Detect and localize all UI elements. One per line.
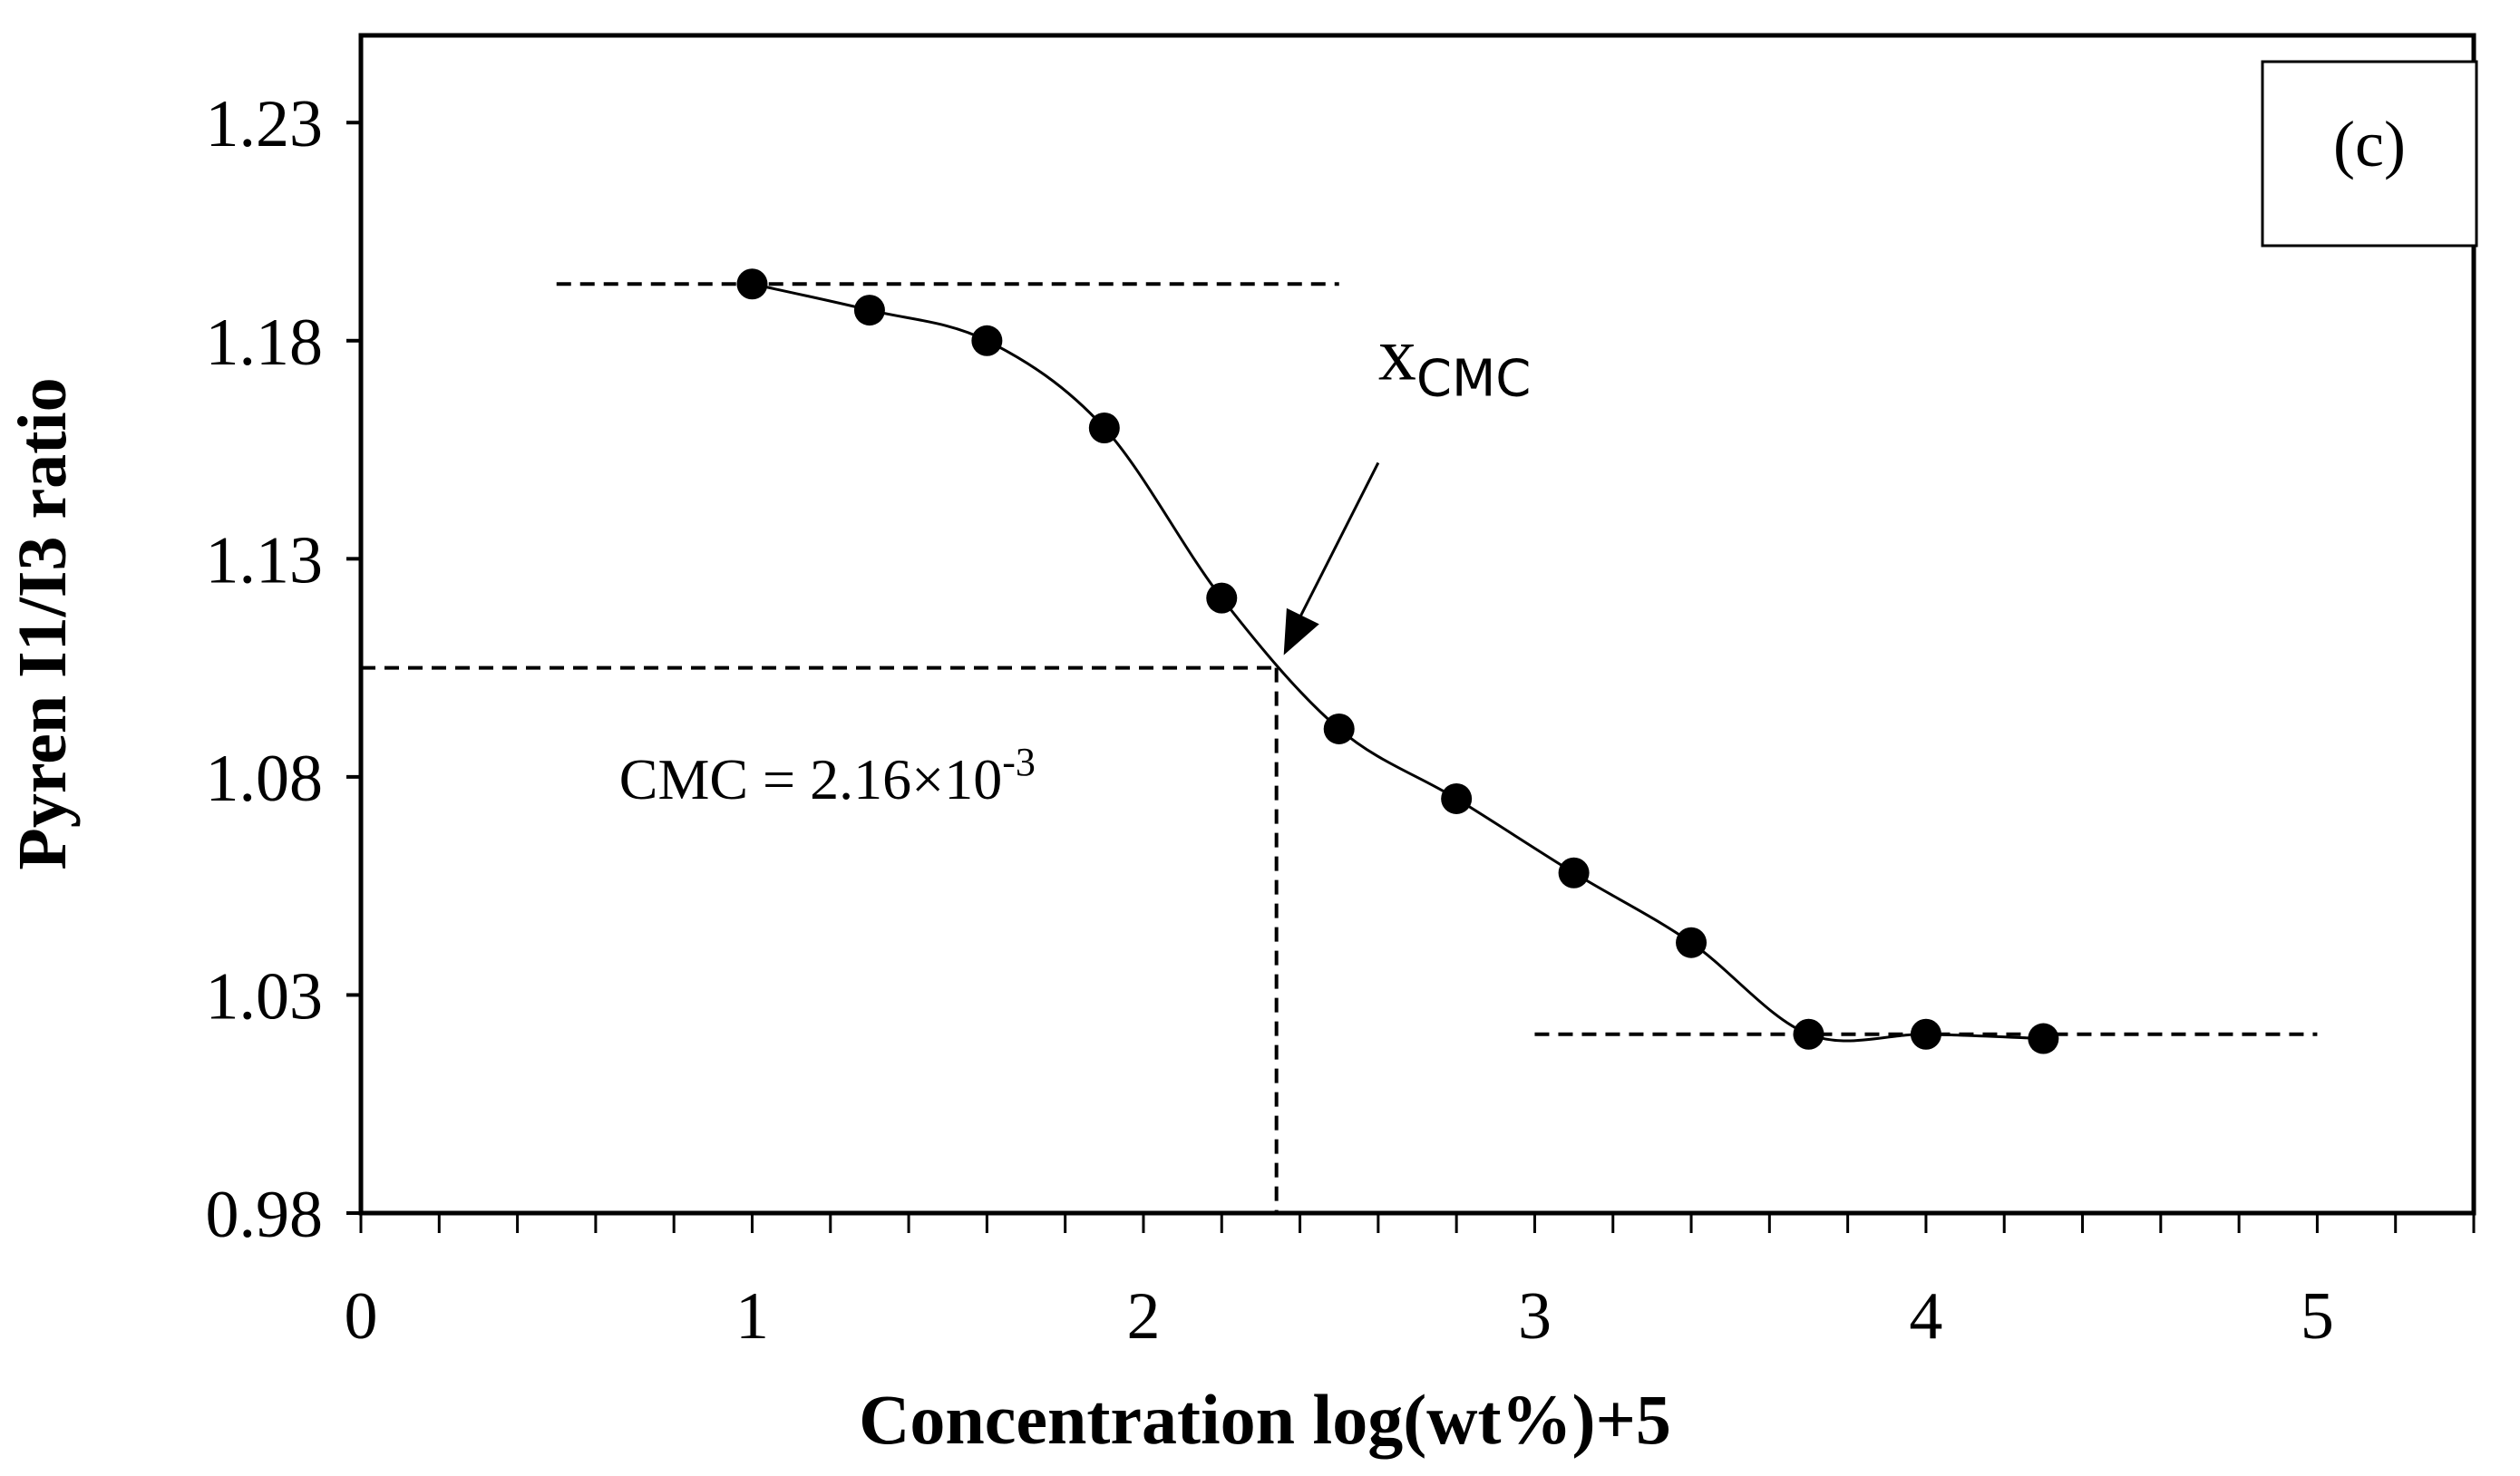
x-tick-label: 0 (345, 1279, 378, 1354)
x-tick-label: 4 (1909, 1279, 1942, 1354)
x-axis-label: Concentration log(wt%)+5 (859, 1380, 1671, 1459)
cmc-value-exponent: -3 (1002, 740, 1036, 784)
data-point (1910, 1018, 1941, 1050)
plot-area-frame (358, 33, 2476, 1216)
x-tick-label: 3 (1518, 1279, 1552, 1354)
x-tick-label: 5 (2301, 1279, 2334, 1354)
data-point (1676, 927, 1708, 958)
data-point (1088, 413, 1120, 443)
cmc-value-text: CMC = 2.16×10-3 (619, 740, 1036, 811)
x-tick-label: 2 (1126, 1279, 1160, 1354)
data-point (1441, 782, 1473, 814)
data-point (736, 268, 768, 300)
data-point (853, 295, 885, 326)
xcmc-label-main: x (1378, 312, 1416, 396)
annotations: xCMC CMC = 2.16×10-3 (619, 312, 1532, 811)
y-tick-label: 1.13 (206, 523, 324, 597)
panel-label: (c) (2333, 108, 2406, 180)
xcmc-label: xCMC (1378, 312, 1532, 408)
panel-label-box (2261, 60, 2478, 248)
y-tick-label: 1.03 (206, 959, 324, 1034)
cmc-value-main: CMC = 2.16×10 (619, 747, 1002, 811)
y-tick-label: 0.98 (206, 1178, 324, 1252)
data-point (2028, 1023, 2059, 1054)
data-point (971, 325, 1003, 356)
cmc-arrow-head (1283, 607, 1319, 655)
series-layer (736, 268, 2059, 1054)
y-tick-label: 1.08 (206, 742, 324, 816)
x-tick-label: 1 (735, 1279, 769, 1354)
series-line (752, 282, 2044, 1043)
y-axis-label: Pyren I1/I3 ratio (5, 377, 81, 869)
data-point (1558, 857, 1590, 889)
data-point (1206, 582, 1238, 614)
cmc-arrow-shaft (1295, 461, 1380, 626)
y-tick-label: 1.18 (206, 306, 324, 380)
data-point (1793, 1018, 1824, 1050)
y-tick-label: 1.23 (206, 87, 324, 161)
xcmc-label-sub: CMC (1416, 349, 1532, 408)
axis-ticks: 0.98 1.03 1.08 1.13 1.18 1.23 0 1 2 3 4 5 (206, 87, 2476, 1354)
data-point (1323, 713, 1355, 744)
